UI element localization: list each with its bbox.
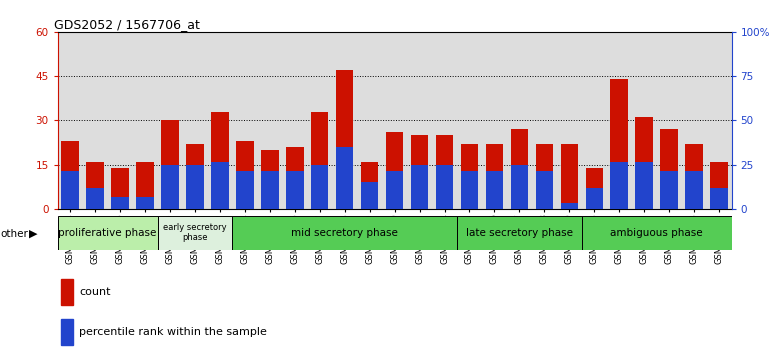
Bar [112, 167, 129, 209]
Bar [685, 171, 703, 209]
Bar [536, 144, 553, 209]
Bar [61, 279, 73, 305]
Bar [561, 144, 578, 209]
Bar [411, 165, 428, 209]
Bar [685, 144, 703, 209]
Bar [411, 135, 428, 209]
Bar [211, 112, 229, 209]
Bar [336, 70, 353, 209]
Bar [436, 135, 454, 209]
Text: ambiguous phase: ambiguous phase [611, 228, 703, 238]
Bar [457, 216, 582, 250]
Text: other: other [1, 229, 28, 239]
Bar [582, 216, 732, 250]
Text: GDS2052 / 1567706_at: GDS2052 / 1567706_at [55, 18, 200, 31]
Bar [86, 162, 104, 209]
Bar [361, 182, 378, 209]
Bar [136, 162, 154, 209]
Bar [635, 118, 653, 209]
Bar [635, 162, 653, 209]
Bar [261, 171, 279, 209]
Bar [158, 216, 233, 250]
Bar [62, 171, 79, 209]
Bar [486, 171, 503, 209]
Bar [236, 171, 253, 209]
Bar [436, 165, 454, 209]
Bar [661, 171, 678, 209]
Bar [386, 171, 403, 209]
Bar [585, 188, 603, 209]
Bar [710, 188, 728, 209]
Bar [112, 197, 129, 209]
Bar [561, 203, 578, 209]
Bar [460, 144, 478, 209]
Bar [611, 79, 628, 209]
Bar [136, 197, 154, 209]
Bar [511, 129, 528, 209]
Text: mid secretory phase: mid secretory phase [291, 228, 398, 238]
Text: early secretory
phase: early secretory phase [163, 223, 227, 242]
Bar [486, 144, 503, 209]
Text: count: count [79, 287, 111, 297]
Bar [336, 147, 353, 209]
Bar [611, 162, 628, 209]
Bar [236, 141, 253, 209]
Bar [286, 171, 303, 209]
Bar [186, 144, 204, 209]
Bar [661, 129, 678, 209]
Bar [311, 165, 329, 209]
Bar [311, 112, 329, 209]
Bar [161, 120, 179, 209]
Bar [161, 165, 179, 209]
Bar [511, 165, 528, 209]
Bar [386, 132, 403, 209]
Bar [58, 216, 158, 250]
Bar [536, 171, 553, 209]
Bar [286, 147, 303, 209]
Text: proliferative phase: proliferative phase [59, 228, 157, 238]
Bar [361, 162, 378, 209]
Bar [261, 150, 279, 209]
Bar [86, 188, 104, 209]
Bar [62, 141, 79, 209]
Bar [710, 162, 728, 209]
Bar [186, 165, 204, 209]
Bar [211, 162, 229, 209]
Text: ▶: ▶ [29, 229, 38, 239]
Bar [233, 216, 457, 250]
Text: percentile rank within the sample: percentile rank within the sample [79, 327, 267, 337]
Bar [585, 167, 603, 209]
Bar [460, 171, 478, 209]
Bar [61, 319, 73, 345]
Text: late secretory phase: late secretory phase [466, 228, 573, 238]
